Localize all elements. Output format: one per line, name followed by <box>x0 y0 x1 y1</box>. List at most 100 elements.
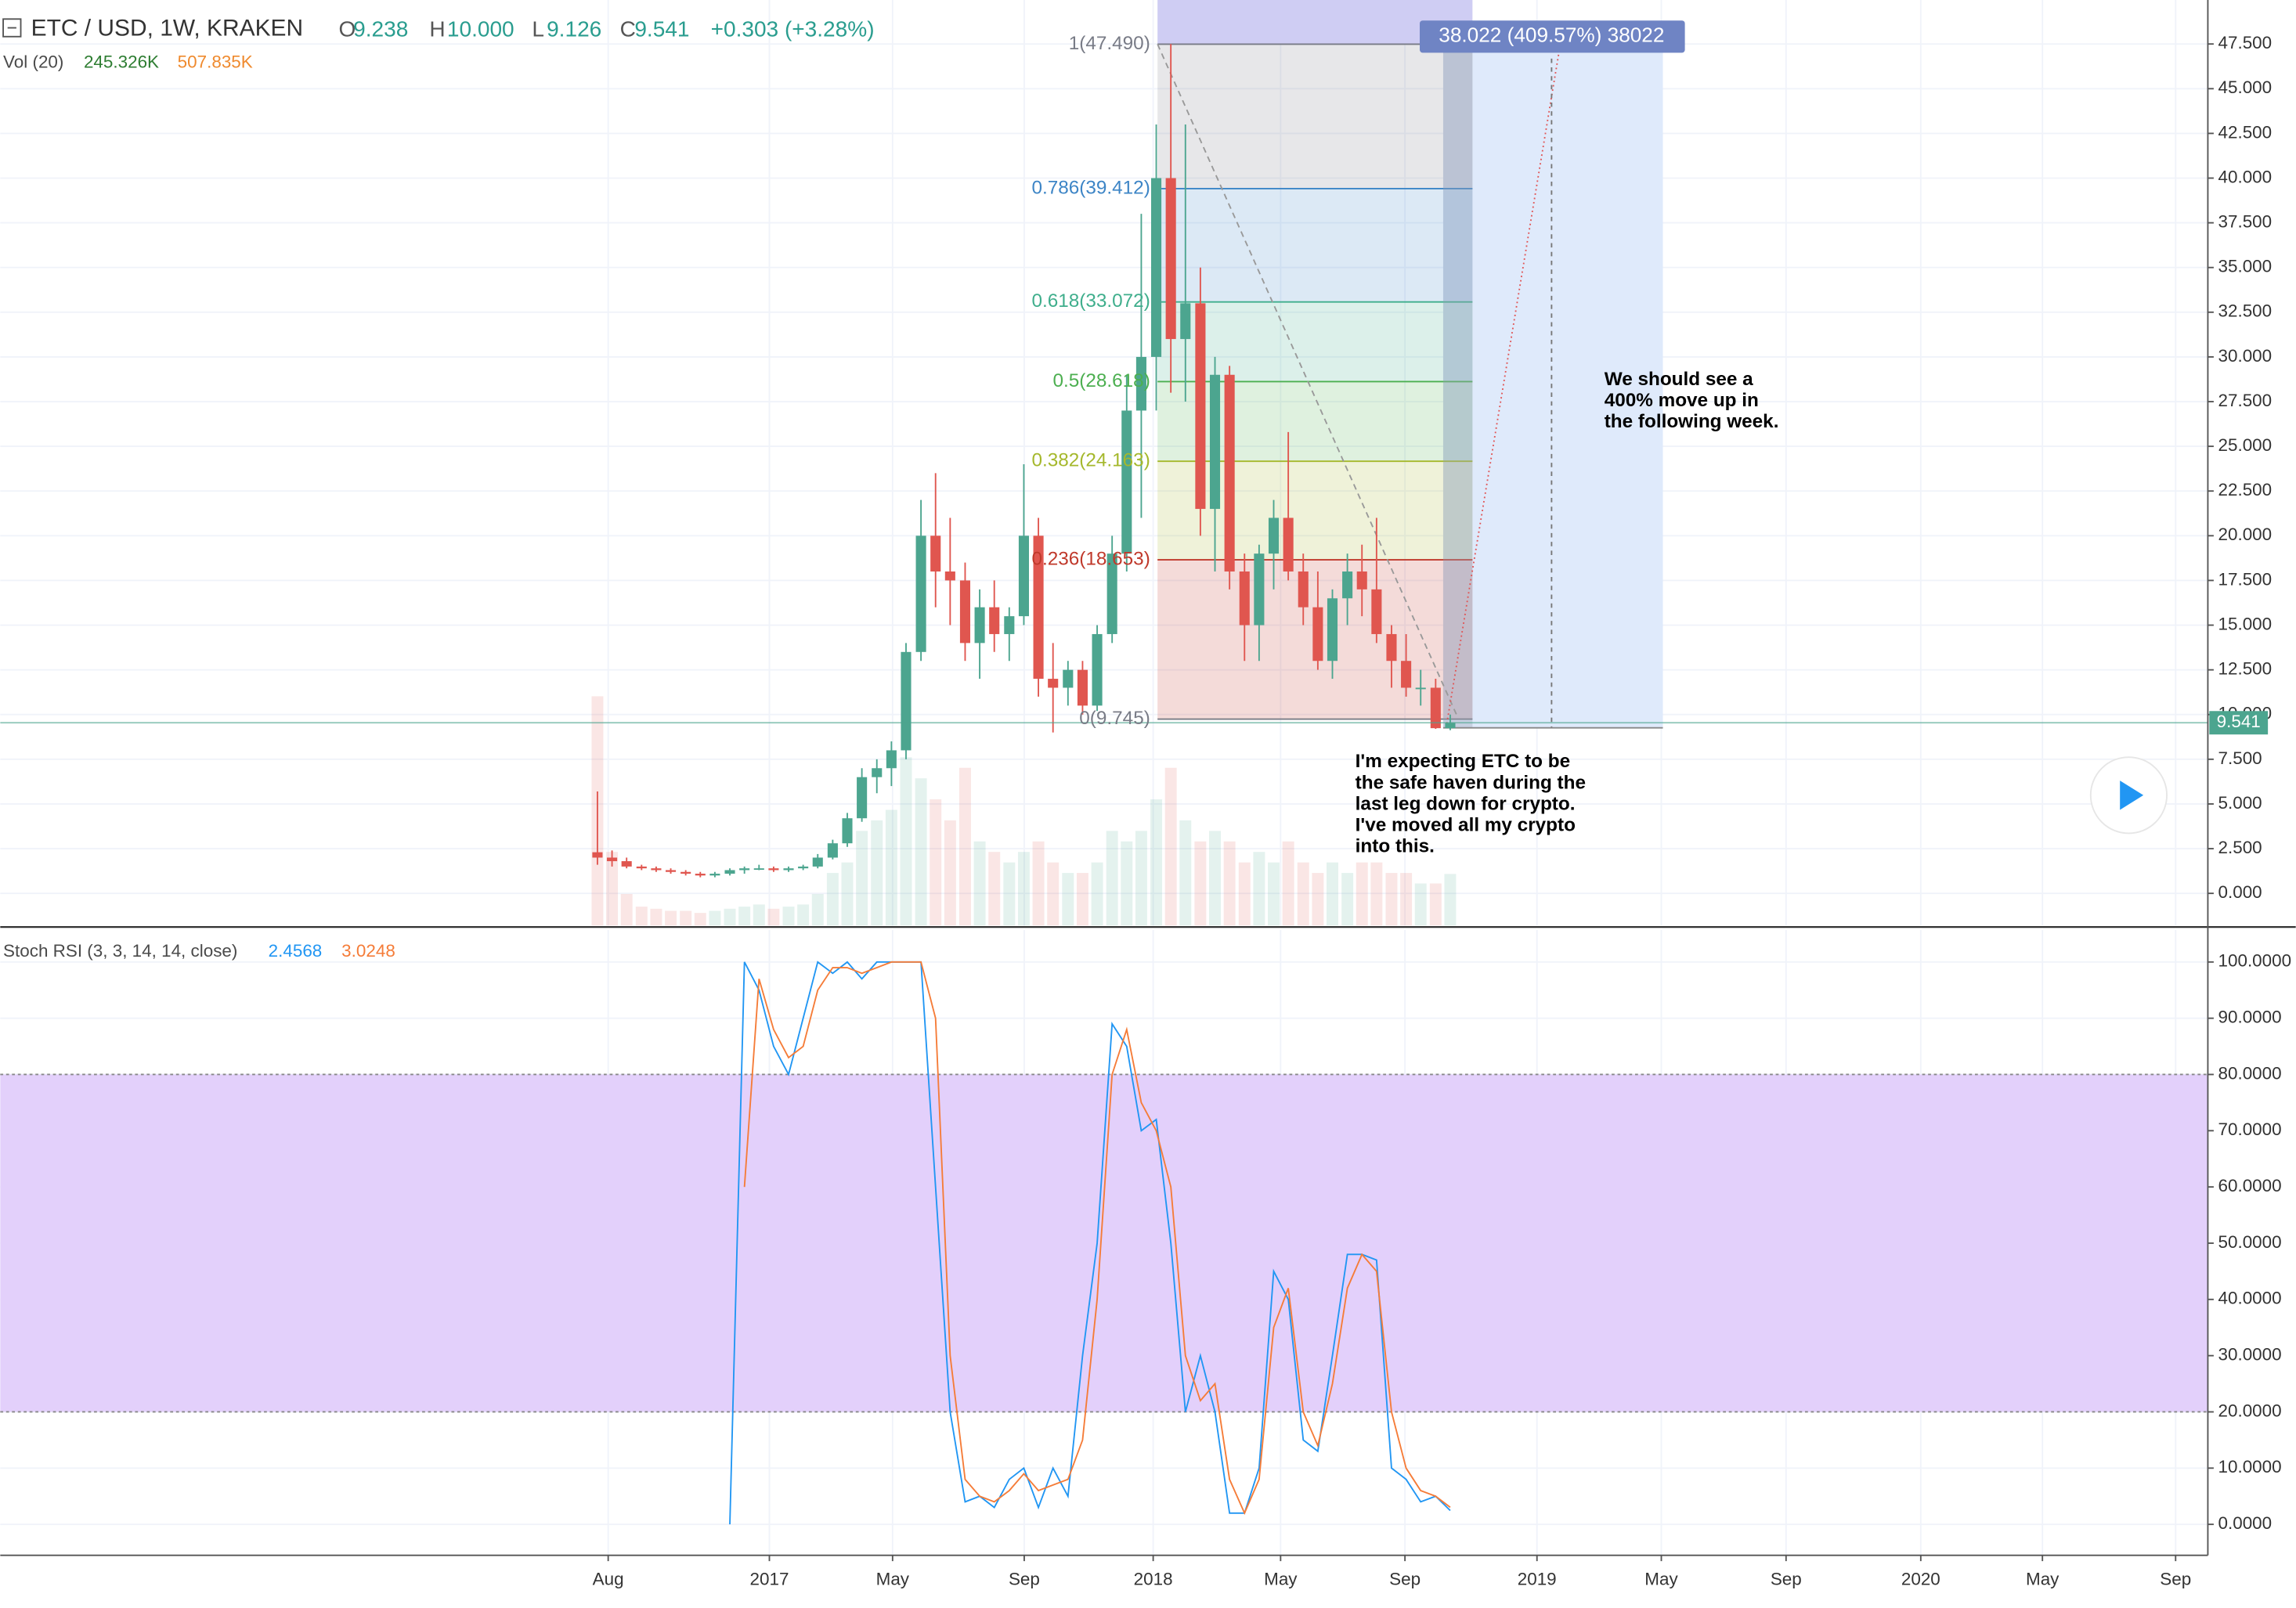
candle-body <box>1327 598 1338 662</box>
volume-bar <box>1135 831 1147 926</box>
ohlc-value: 9.126 <box>547 17 601 41</box>
candle-body <box>1342 571 1353 599</box>
ohlc-value: 10.000 <box>447 17 514 41</box>
y-tick-label: 22.500 <box>2218 480 2273 499</box>
candle-body <box>989 607 1000 634</box>
candle-body <box>724 870 735 874</box>
projection-label-box <box>1420 20 1685 53</box>
candle-body <box>857 777 868 819</box>
y-tick-label: 100.0000 <box>2218 951 2292 971</box>
volume-bar <box>1179 820 1192 926</box>
candle-body <box>1415 687 1426 690</box>
candle-body <box>753 868 764 871</box>
stoch-line <box>743 961 1451 1516</box>
volume-bar <box>1341 873 1354 926</box>
y-tick-label: 70.0000 <box>2218 1119 2282 1139</box>
candle-body <box>872 768 883 777</box>
ohlc-value: 9.238 <box>353 17 408 41</box>
candle-body <box>1224 374 1235 572</box>
projection-line <box>1445 43 1561 728</box>
y-tick-label: 35.000 <box>2218 257 2273 276</box>
x-tick-label: 2017 <box>750 1569 789 1588</box>
volume-bar <box>650 908 662 926</box>
volume-bar <box>811 893 824 926</box>
y-tick-label: 42.500 <box>2218 122 2273 142</box>
fib-label: 0.618(33.072) <box>1031 290 1150 312</box>
fib-label: 0.786(39.412) <box>1031 177 1150 198</box>
candle-body <box>739 868 750 871</box>
volume-bar <box>1150 799 1163 926</box>
volume-bar <box>1209 831 1222 926</box>
fib-label: 0(9.745) <box>1079 708 1150 729</box>
volume-bar <box>930 799 942 926</box>
candle-body <box>636 866 647 869</box>
projection-band <box>1442 44 1473 728</box>
volume-bar <box>606 852 619 926</box>
volume-bar <box>841 862 854 926</box>
volume-bar <box>944 820 956 926</box>
x-tick-label: 2019 <box>1518 1569 1557 1588</box>
y-tick-label: 5.000 <box>2218 793 2262 813</box>
candle-body <box>1121 410 1132 554</box>
y-tick-label: 0.0000 <box>2218 1513 2273 1533</box>
volume-ma-value: 507.835K <box>178 52 253 71</box>
candle-body <box>621 861 632 867</box>
volume-value: 245.326K <box>84 52 159 71</box>
volume-bar <box>1017 852 1030 926</box>
x-tick-label: May <box>876 1569 910 1588</box>
y-tick-label: 7.500 <box>2218 748 2262 768</box>
fib-label: 0.382(24.163) <box>1031 450 1150 471</box>
volume-bar <box>635 907 648 926</box>
stoch-line <box>729 961 1451 1525</box>
candle-body <box>1048 679 1059 688</box>
volume-bar <box>797 904 810 926</box>
volume-bar <box>885 809 897 926</box>
x-tick-label: Sep <box>1389 1569 1421 1588</box>
volume-bar <box>1414 883 1427 926</box>
candle-body <box>1371 589 1382 634</box>
x-tick-label: May <box>2026 1569 2060 1588</box>
volume-bar <box>958 767 971 926</box>
candle-body <box>1180 303 1191 340</box>
fib-zone <box>1157 44 1473 189</box>
volume-bar <box>1076 873 1088 926</box>
volume-bar <box>767 908 780 926</box>
candle-body <box>1312 607 1323 662</box>
candle-body <box>1430 687 1441 729</box>
volume-bar <box>1121 841 1133 926</box>
volume-bar <box>1238 862 1251 926</box>
volume-bar <box>1003 862 1016 926</box>
volume-bar <box>1356 862 1368 926</box>
stoch-band <box>0 1074 2208 1412</box>
y-tick-label: 40.0000 <box>2218 1289 2282 1308</box>
candle-body <box>1283 517 1294 572</box>
y-tick-label: 20.0000 <box>2218 1401 2282 1420</box>
volume-bar <box>826 873 839 926</box>
candle-body <box>651 868 662 871</box>
volume-bar <box>988 852 1001 926</box>
fib-zone <box>1157 301 1473 382</box>
candle-body <box>930 535 941 572</box>
candle-body <box>1092 633 1103 706</box>
ohlc-label: H <box>429 17 445 41</box>
volume-bar <box>782 907 795 926</box>
annotation-line: I've moved all my crypto <box>1356 815 1576 836</box>
volume-bar <box>709 910 721 926</box>
collapse-icon[interactable] <box>2 18 22 38</box>
volume-bar <box>1253 852 1265 926</box>
candle-body <box>709 874 720 876</box>
candle-body <box>959 580 971 644</box>
plot-layer <box>0 44 2208 1525</box>
x-tick-label: Aug <box>593 1569 624 1588</box>
volume-bar <box>1282 841 1294 926</box>
candle-body <box>1063 669 1074 688</box>
candle-body <box>1165 178 1176 340</box>
y-tick-label: 2.500 <box>2218 838 2262 857</box>
candle-body <box>607 857 618 862</box>
x-tick-label: Sep <box>1009 1569 1040 1588</box>
y-tick-label: 47.500 <box>2218 33 2273 52</box>
volume-bar <box>915 778 927 926</box>
x-tick-label: 2018 <box>1134 1569 1173 1588</box>
